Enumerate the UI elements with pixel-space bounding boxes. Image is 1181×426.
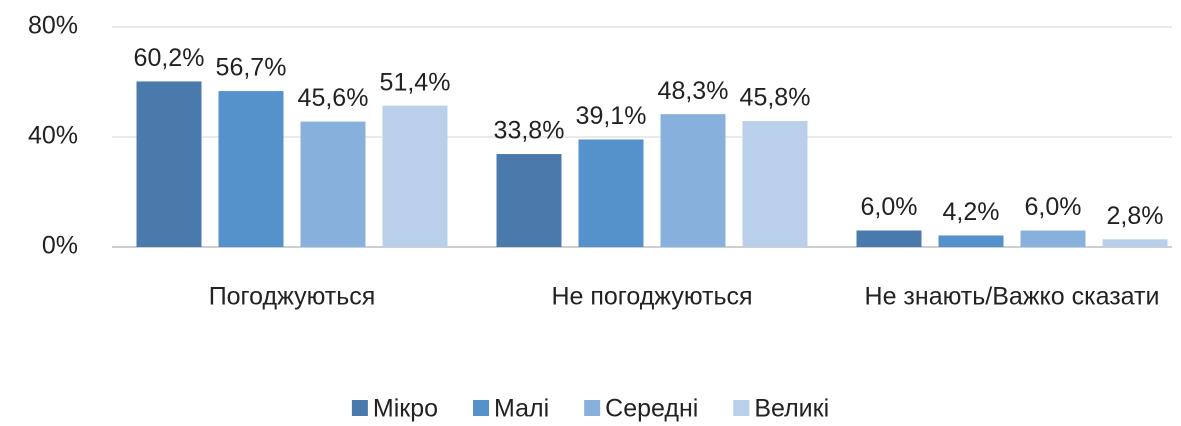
bar	[938, 235, 1004, 247]
bar	[742, 121, 808, 247]
data-label: 33,8%	[494, 117, 565, 145]
data-label: 6,0%	[861, 193, 918, 221]
bar	[1020, 230, 1086, 247]
legend-swatch	[351, 400, 368, 416]
y-tick-label: 40%	[28, 122, 78, 150]
legend-label: Великі	[754, 395, 829, 423]
legend-label: Мікро	[373, 395, 438, 423]
x-tick-label: Не знають/Важко сказати	[865, 283, 1160, 311]
y-tick-label: 0%	[42, 232, 78, 260]
bar	[660, 114, 726, 247]
data-label: 39,1%	[576, 102, 647, 130]
bar	[136, 81, 202, 247]
legend: Мікро Малі Середні Великі	[351, 395, 829, 423]
data-label: 56,7%	[216, 54, 287, 82]
bar	[218, 91, 284, 247]
data-label: 4,2%	[943, 198, 1000, 226]
bar	[856, 230, 922, 247]
data-label: 51,4%	[380, 68, 451, 96]
data-label: 48,3%	[658, 77, 729, 105]
data-label: 60,2%	[134, 44, 205, 72]
bar	[578, 139, 644, 247]
bar	[496, 154, 562, 247]
legend-swatch	[584, 400, 601, 416]
bar	[1102, 239, 1168, 247]
x-tick-label: Погоджуються	[209, 283, 376, 311]
x-tick-label: Не погоджуються	[551, 283, 752, 311]
bar	[382, 105, 448, 248]
legend-label: Середні	[605, 395, 698, 423]
y-tick-label: 80%	[28, 12, 78, 40]
data-label: 2,8%	[1107, 202, 1164, 230]
legend-swatch	[473, 400, 489, 416]
bar	[300, 121, 366, 247]
legend-swatch	[733, 400, 750, 416]
data-label: 45,8%	[740, 84, 811, 112]
data-label: 45,6%	[298, 84, 369, 112]
legend-label: Малі	[494, 395, 549, 423]
data-label: 6,0%	[1025, 193, 1082, 221]
